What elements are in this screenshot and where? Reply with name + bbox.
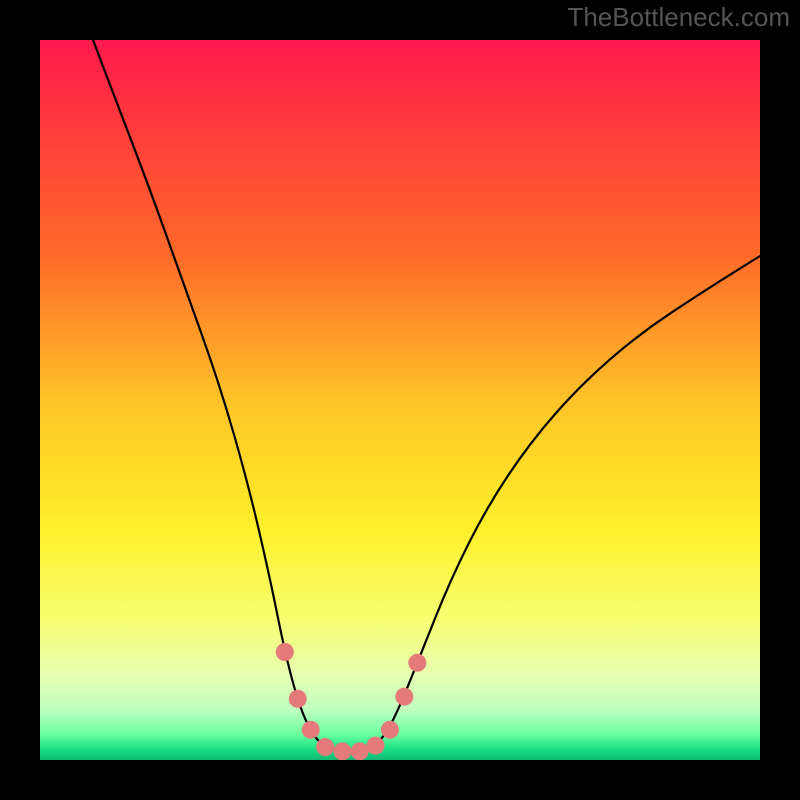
plot-gradient-background	[40, 40, 760, 760]
curve-marker	[381, 721, 399, 739]
watermark-text: TheBottleneck.com	[567, 2, 790, 33]
bottleneck-chart-svg	[0, 0, 800, 800]
curve-marker	[302, 721, 320, 739]
curve-marker	[276, 643, 294, 661]
curve-marker	[289, 690, 307, 708]
curve-marker	[408, 654, 426, 672]
curve-marker	[367, 737, 385, 755]
curve-marker	[395, 688, 413, 706]
chart-stage: TheBottleneck.com	[0, 0, 800, 800]
curve-marker	[333, 742, 351, 760]
curve-marker	[351, 742, 369, 760]
curve-marker	[316, 738, 334, 756]
